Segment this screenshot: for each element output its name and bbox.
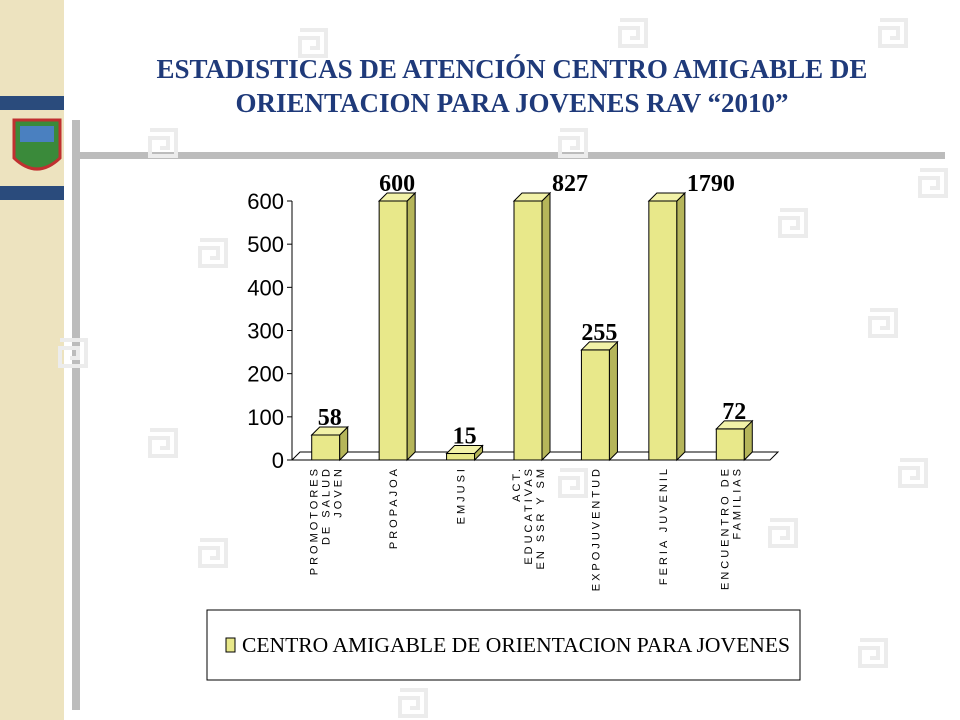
pattern-square (618, 18, 648, 48)
bar-front (311, 434, 341, 461)
pattern-square (198, 538, 228, 568)
bar-top (445, 445, 484, 455)
data-label: 600 (379, 171, 415, 197)
x-tick-label: PROPAJOA (388, 466, 400, 549)
y-tick-label: 300 (247, 319, 284, 344)
x-tick-label: ENCUENTRO DEFAMILIAS (719, 466, 743, 590)
y-tick-label: 100 (247, 405, 284, 430)
bar-top (512, 192, 552, 202)
data-label: 58 (318, 405, 342, 431)
pattern-square (918, 168, 948, 198)
pattern-square (198, 238, 228, 268)
y-tick-label: 400 (247, 275, 284, 300)
bar-side (676, 191, 686, 462)
bar (715, 419, 754, 462)
x-tick-label: ACT.EDUCATIVASEN SSR Y SM (511, 466, 547, 570)
pattern-square (398, 688, 428, 718)
bar-top (715, 420, 754, 430)
x-tick-label: EMJUSI (456, 466, 468, 524)
bar-front (580, 349, 610, 461)
bar (445, 444, 484, 462)
bar-front (715, 428, 745, 461)
bar-top (377, 192, 417, 202)
side-band (0, 186, 64, 200)
pattern-square (148, 128, 178, 158)
bar (512, 191, 552, 462)
bar (310, 425, 349, 462)
bar (647, 191, 687, 462)
pattern-square (558, 468, 588, 498)
pattern-square (878, 18, 908, 48)
y-tick-label: 600 (247, 189, 284, 214)
chart-title: ESTADISTICAS DE ATENCIÓN CENTRO AMIGABLE… (157, 54, 868, 118)
bar-front (446, 453, 476, 461)
bar-side (608, 340, 618, 462)
bar-side (406, 191, 416, 462)
pattern-square (768, 518, 798, 548)
data-label: 827 (552, 171, 588, 197)
bar (377, 191, 417, 462)
pattern-square (868, 308, 898, 338)
bar-top (580, 341, 619, 351)
data-label: 1790 (687, 171, 735, 197)
bar (580, 340, 619, 462)
y-tick-label: 200 (247, 362, 284, 387)
side-band (0, 96, 64, 110)
pattern-square (558, 128, 588, 158)
bar-front (513, 200, 543, 461)
bar-front (648, 200, 678, 461)
vertical-rule (72, 120, 80, 710)
pattern-square (858, 638, 888, 668)
x-tick-label: PROMOTORESDE SALUDJOVEN (309, 466, 345, 575)
background-pattern (58, 18, 948, 718)
horizontal-rule (80, 152, 945, 159)
bar-top (647, 192, 687, 202)
pattern-square (298, 28, 328, 58)
y-tick-label: 500 (247, 232, 284, 257)
legend-swatch (225, 637, 236, 653)
legend-box (206, 609, 801, 681)
x-tick-label: EXPOJUVENTUD (590, 466, 602, 591)
logo (12, 118, 62, 171)
data-label: 72 (722, 399, 746, 425)
pattern-square (58, 338, 88, 368)
bar-top (310, 426, 349, 436)
pattern-square (778, 208, 808, 238)
data-label: 255 (581, 320, 617, 346)
legend-label: CENTRO AMIGABLE DE ORIENTACION PARA JOVE… (242, 633, 790, 657)
pattern-square (148, 428, 178, 458)
bar-side (541, 191, 551, 462)
pattern-square (898, 458, 928, 488)
x-tick-label: FERIA JUVENIL (658, 466, 670, 585)
bar-front (378, 200, 408, 461)
y-tick-label: 0 (272, 448, 284, 473)
data-label: 15 (453, 424, 477, 450)
